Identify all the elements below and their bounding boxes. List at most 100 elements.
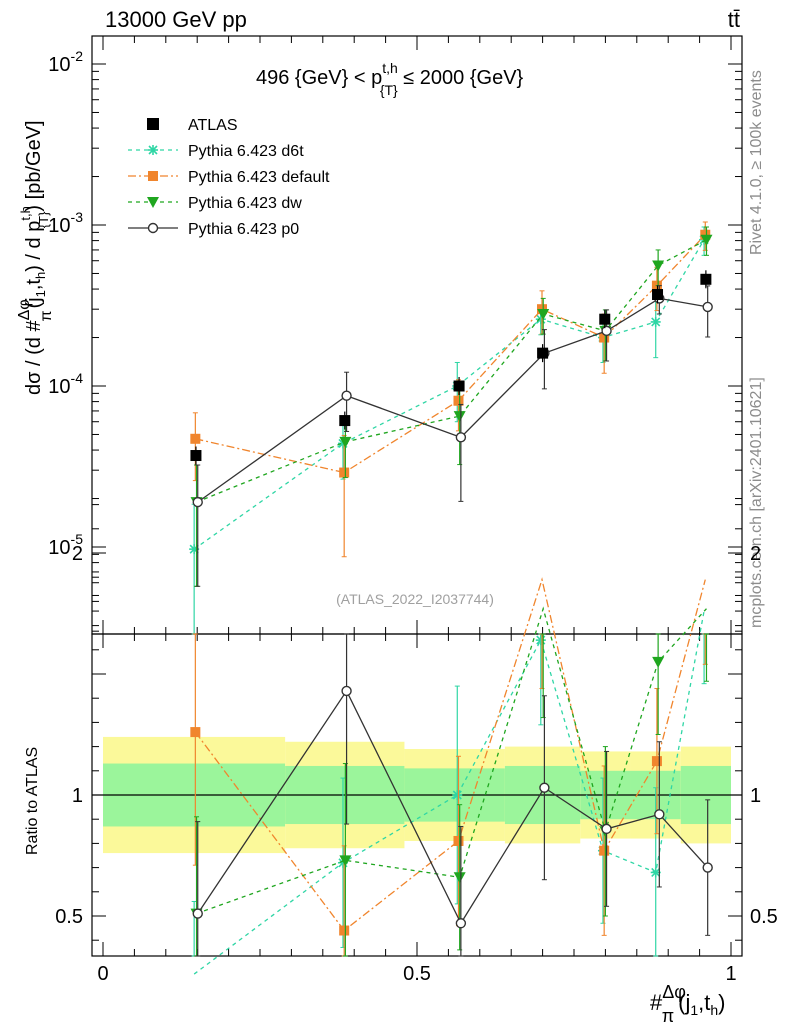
ratio-point <box>654 809 665 820</box>
xlabel-c: ) <box>718 990 725 1015</box>
title-sup: t,h <box>382 60 398 76</box>
data-point <box>453 411 466 423</box>
series-pythia-6-423-d6t <box>189 226 710 635</box>
ratio-point <box>535 635 546 646</box>
data-point <box>339 436 352 448</box>
y-tick-label: 10-4 <box>48 370 83 398</box>
series-atlas <box>190 270 712 465</box>
legend-marker <box>147 222 159 234</box>
y-tick-exp: -4 <box>71 370 84 386</box>
atlas-point <box>190 450 202 462</box>
ratio-series-line <box>194 577 706 932</box>
data-point <box>192 496 203 508</box>
series-line <box>195 234 706 474</box>
x-tick-label: 1 <box>725 963 736 985</box>
data-point <box>453 395 464 406</box>
ratio-point <box>539 782 550 793</box>
xlabel-frac-den: π <box>662 1006 674 1024</box>
data-point <box>601 325 612 337</box>
legend-marker <box>148 145 158 155</box>
data-point <box>650 316 661 327</box>
legend-label: Pythia 6.423 p0 <box>188 221 299 238</box>
ylabel-subh: h <box>33 272 48 279</box>
ratio-tick-label-right: 0.5 <box>750 906 778 928</box>
side-rivet-text: Rivet 4.1.0, ≥ 100k events <box>748 70 765 255</box>
ylabel-frac-den: π <box>38 311 55 322</box>
title-tail: ≤ 2000 {GeV} <box>398 67 524 89</box>
ylabel-e: ) [pb/GeV] <box>23 120 45 211</box>
ylabel-sub1: 1 <box>33 290 48 297</box>
xlabel-hash: # <box>650 990 663 1015</box>
xlabel-subh: h <box>710 1002 718 1018</box>
ylabel-b: (j <box>23 297 45 308</box>
ratio-point <box>339 925 350 936</box>
axes: 10-210-310-410-50.5 0.51 12 20 0.5 1 <box>48 35 778 985</box>
xlabel-sub1: 1 <box>690 1002 698 1018</box>
atlas-point <box>599 313 611 325</box>
y-tick-base: 10 <box>48 537 70 559</box>
y-tick-base: 10 <box>48 54 70 76</box>
atlas-point <box>652 289 664 301</box>
series-pythia-6-423-p0 <box>192 285 713 587</box>
data-point <box>455 432 467 443</box>
chart-title: 496 {GeV} < pt,h {T} ≤ 2000 {GeV} <box>256 60 524 98</box>
ratio-point <box>652 656 665 668</box>
ratio-tick-label: 1 <box>72 785 83 807</box>
series-line <box>197 297 708 503</box>
ylabel-c: ,t <box>23 279 45 291</box>
ratio-point <box>453 872 466 884</box>
ratio-point <box>702 862 713 873</box>
legend: ATLAS Pythia 6.423 d6t Pythia 6.423 defaul… <box>128 117 330 238</box>
ratio-point <box>455 918 467 929</box>
x-tick-label: 0.5 <box>403 963 431 985</box>
data-point <box>599 332 610 343</box>
ylabel-sup: t,h <box>18 206 33 220</box>
legend-item-atlas: ATLAS <box>147 117 238 134</box>
legend-item-pythia-6-423-p0: Pythia 6.423 p0 <box>128 221 299 238</box>
series-layer <box>189 221 713 975</box>
legend-label: Pythia 6.423 default <box>188 169 330 186</box>
data-point <box>702 301 713 313</box>
legend-label: Pythia 6.423 d6t <box>188 143 304 160</box>
ratio-point <box>599 845 610 856</box>
ratio-point <box>452 790 463 800</box>
ylabel-frac-num: Δφ <box>16 300 33 321</box>
side-site-text: mcplots.cern.ch [arXiv:2401.10621] <box>748 377 765 628</box>
title-main: 496 {GeV} < p <box>256 67 382 89</box>
y-axis-label: dσ / (d #Δφ π (j1,th) / d pt,h {T}) [pb/GeV… <box>16 120 55 395</box>
legend-marker <box>148 171 158 181</box>
star-stroke <box>452 790 462 800</box>
data-point <box>700 234 713 246</box>
ylabel-a: dσ / (d # <box>23 320 45 395</box>
legend-item-pythia-6-423-d6t: Pythia 6.423 d6t <box>128 143 304 160</box>
ratio-point <box>341 685 352 697</box>
header-right-text: tt̄ <box>728 7 740 32</box>
series-line <box>193 239 705 550</box>
data-point <box>652 260 665 272</box>
x-tick-label: 0 <box>97 963 108 985</box>
ratio-tick-label: 2 <box>72 543 83 565</box>
ratio-point <box>192 908 203 919</box>
ratio-tick-label-right: 1 <box>750 785 761 807</box>
watermark: (ATLAS_2022_I2037744) <box>336 591 494 607</box>
ratio-point <box>601 823 612 835</box>
header-left-text: 13000 GeV pp <box>105 7 247 32</box>
y-tick-exp: -5 <box>71 531 84 547</box>
series-pythia-6-423-default <box>190 221 711 558</box>
ratio-tick-label-right: 2 <box>750 543 761 565</box>
ratio-point <box>453 835 464 846</box>
title-sub: {T} <box>380 82 398 98</box>
data-point <box>537 309 550 321</box>
series-pythia-6-423-dw <box>190 226 713 587</box>
atlas-point <box>339 415 351 427</box>
legend-marker <box>147 197 159 208</box>
y-tick-base: 10 <box>48 376 70 398</box>
y-tick-base: 10 <box>48 215 70 237</box>
y-tick-exp: -2 <box>71 48 84 64</box>
x-axis-label: #Δφ π(j1,th) <box>650 982 726 1024</box>
ratio-point <box>651 756 662 767</box>
ylabel-subT: {T} <box>36 211 51 228</box>
atlas-point <box>537 347 549 359</box>
data-point <box>341 390 352 401</box>
y-tick-exp: -3 <box>71 209 84 225</box>
